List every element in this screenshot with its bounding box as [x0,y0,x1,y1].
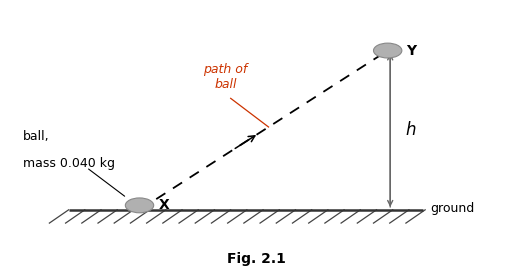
Text: ball,: ball, [23,130,50,143]
Circle shape [373,43,402,58]
Text: Y: Y [406,44,416,57]
Text: Fig. 2.1: Fig. 2.1 [227,251,285,266]
Circle shape [125,198,154,213]
Text: X: X [159,198,169,212]
Text: mass 0.040 kg: mass 0.040 kg [23,157,115,170]
Text: ground: ground [431,202,475,215]
Text: path of
ball: path of ball [203,63,248,91]
Text: h: h [406,121,416,139]
